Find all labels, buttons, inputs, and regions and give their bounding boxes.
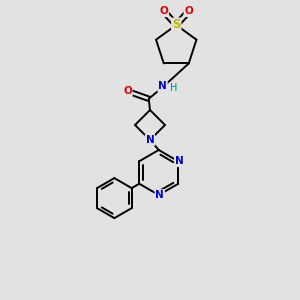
Text: O: O [159, 6, 168, 16]
Text: N: N [155, 190, 164, 200]
Text: O: O [184, 6, 193, 16]
Text: N: N [158, 81, 167, 91]
Text: H: H [169, 83, 177, 93]
Text: S: S [172, 19, 181, 32]
Text: N: N [146, 135, 154, 145]
Text: O: O [123, 86, 132, 96]
Text: N: N [175, 156, 184, 166]
